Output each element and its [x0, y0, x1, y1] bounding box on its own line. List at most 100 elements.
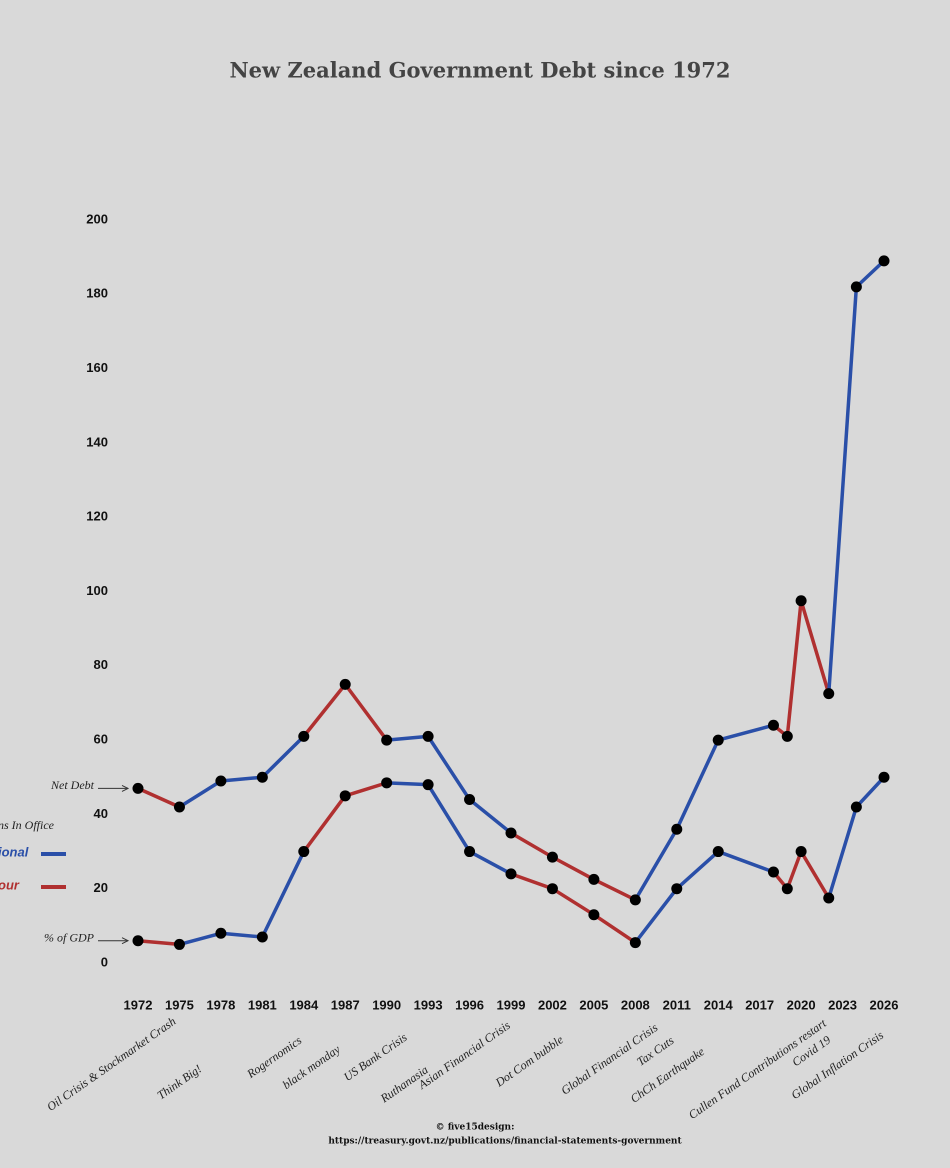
- data-point: [767, 719, 779, 731]
- data-point: [546, 851, 558, 863]
- line-segment: [136, 786, 182, 809]
- line-segment: [384, 734, 430, 742]
- data-point: [132, 935, 144, 947]
- x-tick-label: 2023: [828, 997, 857, 1012]
- data-point: [464, 846, 476, 858]
- data-point: [795, 846, 807, 858]
- line-segment: [592, 877, 638, 902]
- series-label: % of GDP: [44, 930, 95, 944]
- y-tick-label: 0: [101, 954, 108, 969]
- x-tick-label: 1987: [331, 997, 360, 1012]
- credit: © five15design:: [436, 1123, 515, 1133]
- line-segment: [785, 599, 803, 739]
- line-segment: [343, 682, 389, 742]
- line-segment: [509, 872, 555, 891]
- y-tick-label: 80: [94, 657, 108, 672]
- annotation: Cullen Fund Contributions restart: [686, 1016, 829, 1122]
- data-point: [588, 873, 600, 885]
- line-segment: [854, 259, 886, 289]
- legend-title: ns In Office: [0, 818, 55, 832]
- x-tick-label: 1990: [372, 997, 401, 1012]
- data-point: [795, 595, 807, 607]
- data-point: [381, 734, 393, 746]
- chart-title: New Zealand Government Debt since 1972: [229, 58, 730, 83]
- line-segment: [343, 781, 389, 798]
- annotation: Oil Crisis & Stockmarket Crash: [44, 1014, 178, 1114]
- data-point: [767, 866, 779, 878]
- label-arrow-head: [121, 784, 130, 792]
- line-segment: [716, 723, 776, 742]
- data-point: [878, 771, 890, 783]
- annotation: US Bank Crisis: [341, 1030, 410, 1084]
- data-point: [823, 688, 835, 700]
- data-point: [588, 909, 600, 921]
- annotation: Dot Com bubble: [492, 1032, 566, 1090]
- data-point: [173, 938, 185, 950]
- x-tick-label: 2020: [787, 997, 816, 1012]
- line-segment: [302, 794, 347, 854]
- line-segment: [854, 775, 886, 809]
- line-segment: [592, 912, 638, 945]
- line-segment: [384, 781, 430, 787]
- line-segment: [675, 849, 720, 891]
- data-point: [850, 801, 862, 813]
- y-tick-label: 180: [86, 286, 108, 301]
- data-point: [823, 892, 835, 904]
- line-segment: [260, 734, 306, 779]
- data-point: [781, 730, 793, 742]
- x-tick-label: 2014: [704, 997, 734, 1012]
- data-point: [298, 846, 310, 858]
- source: https://treasury.govt.nz/publications/fi…: [328, 1137, 682, 1147]
- x-tick-label: 1981: [248, 997, 277, 1012]
- x-tick-label: 2002: [538, 997, 567, 1012]
- data-point: [298, 730, 310, 742]
- line-segment: [177, 931, 223, 947]
- line-segment: [716, 849, 776, 874]
- data-point: [256, 771, 268, 783]
- data-point: [381, 777, 393, 789]
- x-tick-label: 1975: [165, 997, 194, 1012]
- y-tick-label: 200: [86, 211, 108, 226]
- data-point: [256, 931, 268, 943]
- line-segment: [550, 886, 596, 917]
- data-point: [546, 883, 558, 895]
- series-label: Net Debt: [50, 778, 95, 792]
- data-point: [629, 937, 641, 949]
- data-point: [505, 868, 517, 880]
- line-segment: [136, 938, 182, 947]
- data-point: [850, 281, 862, 293]
- label-arrow-head: [121, 937, 130, 945]
- data-point: [422, 779, 434, 791]
- line-segment: [219, 775, 265, 783]
- x-tick-label: 1984: [289, 997, 319, 1012]
- legend-label: ional: [0, 844, 29, 859]
- data-point: [781, 883, 793, 895]
- annotation: Think Big!: [154, 1062, 204, 1103]
- data-point: [339, 790, 351, 802]
- data-point: [712, 734, 724, 746]
- data-point: [422, 730, 434, 742]
- y-tick-label: 40: [94, 806, 108, 821]
- x-tick-label: 1996: [455, 997, 484, 1012]
- data-point: [671, 823, 683, 835]
- line-segment: [426, 782, 472, 854]
- line-segment: [826, 805, 859, 900]
- x-tick-label: 2011: [663, 997, 691, 1012]
- line-segment: [633, 886, 679, 945]
- data-point: [712, 846, 724, 858]
- x-tick-label: 2008: [621, 997, 650, 1012]
- line-segment: [675, 738, 720, 832]
- data-point: [132, 782, 144, 794]
- line-segment: [550, 855, 596, 882]
- x-tick-label: 2005: [579, 997, 608, 1012]
- data-point: [173, 801, 185, 813]
- y-tick-label: 100: [86, 583, 108, 598]
- x-tick-label: 1972: [124, 997, 153, 1012]
- line-segment: [467, 797, 513, 835]
- y-tick-label: 60: [94, 732, 108, 747]
- legend-label: our: [0, 877, 20, 892]
- line-segment: [260, 849, 306, 939]
- line-segment: [219, 931, 265, 939]
- data-point: [215, 775, 227, 787]
